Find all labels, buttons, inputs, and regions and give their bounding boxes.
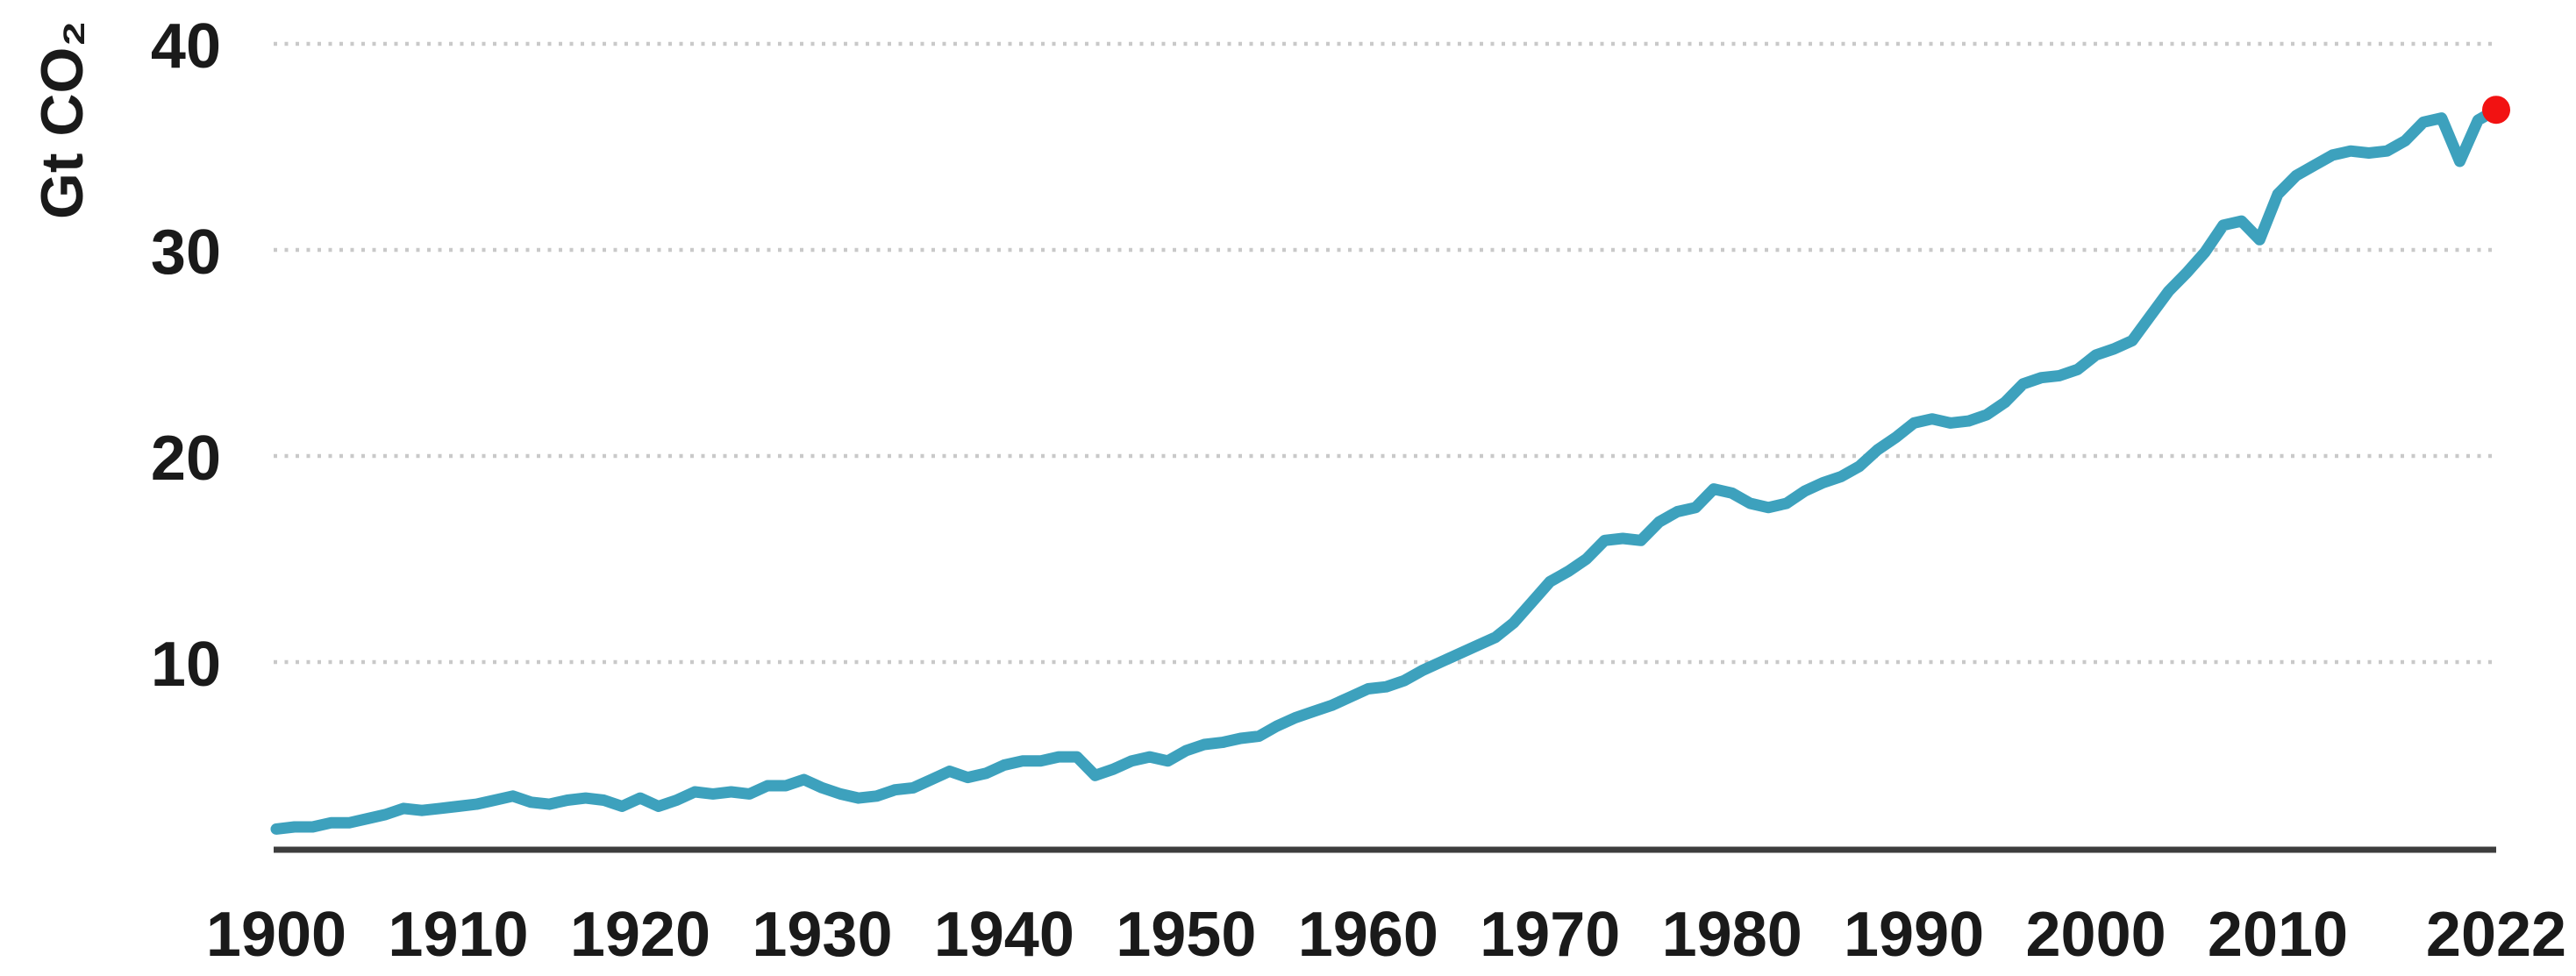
x-tick-label-1930: 1930 (752, 900, 892, 970)
x-tick-label-2022: 2022 (2426, 900, 2566, 970)
x-tick-label-2000: 2000 (2026, 900, 2166, 970)
gridlines (274, 41, 2495, 665)
x-tick-label-1990: 1990 (1844, 900, 1984, 970)
x-tick-label-1960: 1960 (1298, 900, 1438, 970)
x-tick-label-1940: 1940 (934, 900, 1074, 970)
y-tick-label-10: 10 (151, 630, 221, 700)
y-tick-label-30: 30 (151, 217, 221, 288)
x-tick-label-2010: 2010 (2208, 900, 2348, 970)
x-tick-label-1980: 1980 (1662, 900, 1802, 970)
x-tick-label-1950: 1950 (1116, 900, 1256, 970)
x-tick-label-1910: 1910 (388, 900, 528, 970)
y-axis-tick-labels: 40 30 20 10 (151, 11, 221, 700)
y-tick-label-40: 40 (151, 11, 221, 82)
emissions-line-series (270, 103, 2502, 835)
x-tick-label-1920: 1920 (570, 900, 710, 970)
y-axis-title: Gt CO₂ (29, 20, 96, 219)
x-axis-tick-labels: 1900 1910 1920 1930 1940 1950 1960 1970 1980 1990… (206, 900, 2566, 970)
x-tick-label-1970: 1970 (1480, 900, 1620, 970)
latest-year-marker (2482, 96, 2510, 125)
y-tick-label-20: 20 (151, 424, 221, 494)
x-tick-label-1900: 1900 (206, 900, 346, 970)
